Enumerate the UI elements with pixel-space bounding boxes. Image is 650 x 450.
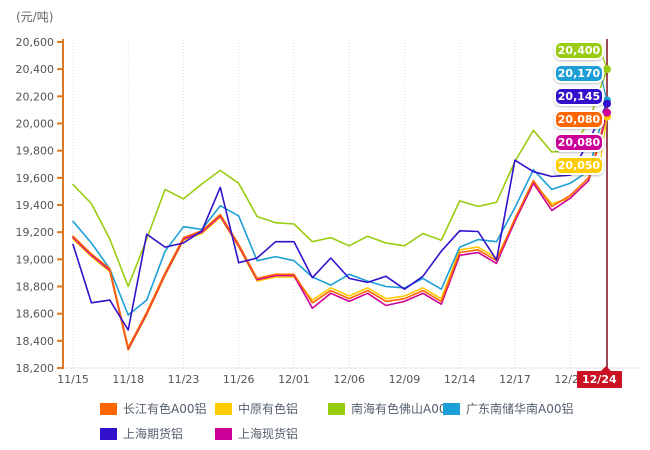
- series-line-1: [72, 115, 608, 352]
- y-axis-tick-label: 19,000: [16, 253, 55, 266]
- legend-swatch: [100, 402, 117, 415]
- series-line-3: [72, 99, 608, 316]
- series-end-dot-2: [603, 65, 612, 74]
- legend-label: 中原有色铝: [238, 402, 299, 416]
- legend-swatch: [100, 427, 117, 440]
- x-axis-tick-label: 11/26: [223, 373, 255, 386]
- series-line-0: [72, 111, 608, 349]
- y-axis-tick-label: 20,400: [16, 63, 55, 76]
- y-axis-tick-label: 19,600: [16, 172, 55, 185]
- legend-item[interactable]: 南海有色佛山A00铝: [328, 398, 458, 416]
- legend-item[interactable]: 上海现货铝: [215, 423, 298, 441]
- legend-label: 长江有色A00铝: [123, 402, 207, 416]
- legend-label: 南海有色佛山A00铝: [351, 402, 459, 416]
- x-axis-tick-label: 12/14: [444, 373, 476, 386]
- series-end-dot-4: [603, 99, 612, 108]
- x-axis-tick-label: 11/15: [57, 373, 89, 386]
- crosshair-date-badge: 12/24: [577, 366, 622, 388]
- x-axis-tick-label: 12/09: [389, 373, 421, 386]
- series-line-2: [72, 68, 608, 288]
- y-axis-tick-label: 20,600: [16, 36, 55, 49]
- end-value-badge: 20,080: [554, 133, 604, 152]
- legend-swatch: [328, 402, 345, 415]
- x-axis-tick-label: 11/18: [112, 373, 144, 386]
- y-axis-unit-label: (元/吨): [16, 10, 54, 24]
- y-axis-tick-label: 19,800: [16, 145, 55, 158]
- legend-swatch: [443, 402, 460, 415]
- end-value-badge: 20,170: [554, 64, 604, 83]
- y-axis-tick-label: 18,400: [16, 335, 55, 348]
- y-axis-tick-label: 18,200: [16, 362, 55, 375]
- x-axis-tick-label: 12/17: [499, 373, 531, 386]
- end-value-badge: 20,145: [554, 87, 604, 106]
- y-axis-tick-label: 20,200: [16, 90, 55, 103]
- legend-swatch: [215, 427, 232, 440]
- series-line-5: [72, 111, 608, 350]
- end-value-badge: 20,080: [554, 110, 604, 129]
- legend-item[interactable]: 广东南储华南A00铝: [443, 398, 573, 416]
- y-axis-tick-label: 18,600: [16, 308, 55, 321]
- legend-item[interactable]: 上海期货铝: [100, 423, 183, 441]
- y-axis-tick-label: 19,200: [16, 226, 55, 239]
- end-value-badge: 20,050: [554, 156, 604, 175]
- legend-label: 上海期货铝: [123, 427, 184, 441]
- legend-item[interactable]: 长江有色A00铝: [100, 398, 206, 416]
- y-axis-tick-label: 20,000: [16, 118, 55, 131]
- series-end-dot-5: [603, 108, 612, 117]
- x-axis-tick-label: 11/23: [168, 373, 200, 386]
- legend-item[interactable]: 中原有色铝: [215, 398, 298, 416]
- x-axis-tick-label: 12/01: [278, 373, 310, 386]
- end-value-badge: 20,400: [554, 41, 604, 60]
- series-line-4: [72, 103, 608, 331]
- legend-label: 广东南储华南A00铝: [466, 402, 574, 416]
- x-axis-tick-label: 12/06: [333, 373, 365, 386]
- legend-swatch: [215, 402, 232, 415]
- y-axis-tick-label: 19,400: [16, 199, 55, 212]
- legend-label: 上海现货铝: [238, 427, 299, 441]
- y-axis-tick-label: 18,800: [16, 281, 55, 294]
